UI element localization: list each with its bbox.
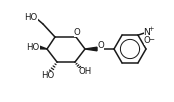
Text: O: O <box>98 40 104 49</box>
Text: HO: HO <box>24 13 38 22</box>
Text: HO: HO <box>26 43 40 52</box>
Text: OH: OH <box>78 68 92 76</box>
Text: −: − <box>148 37 154 43</box>
Text: +: + <box>148 26 154 32</box>
Polygon shape <box>85 47 97 51</box>
Text: N: N <box>144 28 151 37</box>
Text: O: O <box>74 28 80 37</box>
Text: O: O <box>144 36 150 45</box>
Polygon shape <box>37 45 47 49</box>
Text: HO: HO <box>41 70 55 79</box>
